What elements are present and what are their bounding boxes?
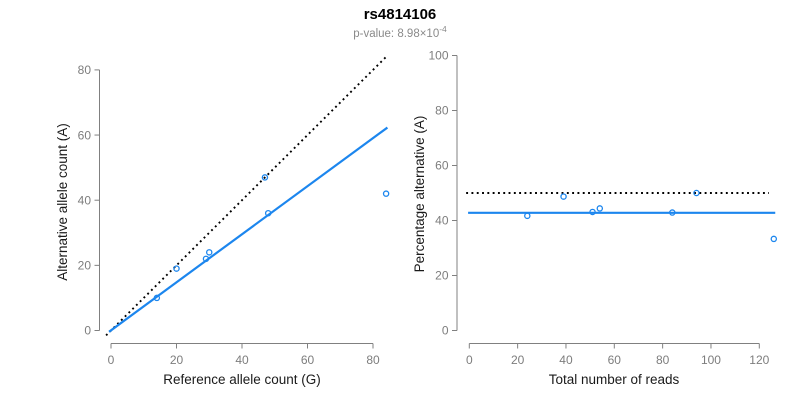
x-tick-label: 60 [608,353,622,367]
pvalue-text: p-value: 8.98×10 [353,28,440,41]
data-point [524,212,531,220]
y-tick-label: 100 [428,49,448,63]
data-point [669,209,676,216]
x-tick-label: 80 [656,353,670,367]
y-tick-label: 40 [78,193,92,207]
x-tick-label: 40 [235,353,249,367]
figure-header: rs4814106 p-value: 8.98×10-4 [0,6,800,41]
x-tick-label: 20 [170,353,184,367]
x-tick-label: 60 [301,353,315,367]
left-plot-ylabel: Alternative allele count (A) [55,123,70,281]
x-tick-label: 40 [559,353,573,367]
y-tick-label: 20 [78,259,92,273]
data-point [693,189,700,197]
right-plot: Total number of reads Percentage alterna… [412,49,778,387]
data-point [382,190,390,197]
fit-line [108,126,389,333]
y-tick-label: 0 [84,324,91,338]
data-point [261,174,269,181]
y-tick-label: 60 [435,159,449,173]
data-point [153,294,161,302]
data-point [560,193,567,200]
data-point [589,208,596,216]
data-point [264,209,272,217]
y-tick-label: 40 [435,214,449,228]
x-tick-label: 80 [366,353,380,367]
data-point [202,255,210,263]
left-plot-xlabel: Reference allele count (G) [163,372,321,387]
x-tick-label: 0 [466,353,473,367]
y-tick-label: 80 [78,63,92,77]
right-plot-ylabel: Percentage alternative (A) [412,116,427,273]
chart-title: rs4814106 [363,6,437,23]
x-tick-label: 0 [108,353,115,367]
data-point [770,235,778,243]
data-point [205,249,213,256]
pvalue-exponent: -4 [439,24,447,35]
data-point [596,205,604,212]
chart-subtitle: p-value: 8.98×10-4 [0,24,800,41]
x-tick-label: 100 [701,353,721,367]
identity-line [105,55,388,337]
y-tick-label: 0 [442,324,449,338]
x-tick-label: 120 [749,353,769,367]
data-point [173,265,180,272]
right-plot-xlabel: Total number of reads [549,372,680,387]
left-plot: Reference allele count (G) Alternative a… [55,55,390,387]
y-tick-label: 60 [78,128,92,142]
x-tick-label: 20 [511,353,525,367]
y-tick-label: 20 [435,269,449,283]
y-tick-label: 80 [435,104,449,118]
